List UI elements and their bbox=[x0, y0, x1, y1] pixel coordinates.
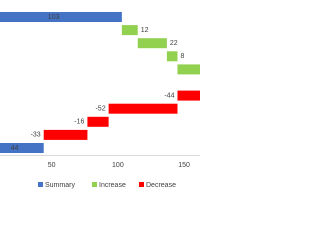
data-label: 12 bbox=[141, 27, 149, 34]
data-label: -44 bbox=[164, 92, 174, 99]
bar bbox=[0, 12, 122, 22]
legend-swatch bbox=[139, 182, 144, 187]
legend-label: Increase bbox=[99, 182, 126, 189]
data-label: 22 bbox=[170, 40, 178, 47]
bar bbox=[121, 25, 138, 36]
data-label: -16 bbox=[74, 119, 84, 126]
x-tick-label: 50 bbox=[48, 162, 56, 169]
bar bbox=[166, 51, 178, 62]
bar bbox=[137, 38, 167, 49]
legend-label: Decrease bbox=[146, 182, 176, 189]
bar bbox=[43, 129, 88, 140]
bar bbox=[177, 64, 200, 75]
x-tick-label: 100 bbox=[112, 162, 124, 169]
bar bbox=[0, 143, 44, 153]
data-label: 103 bbox=[48, 14, 60, 21]
legend-label: Summary bbox=[45, 182, 75, 189]
data-label: -33 bbox=[31, 132, 41, 139]
legend-swatch bbox=[92, 182, 97, 187]
data-label: -52 bbox=[95, 106, 105, 113]
bar bbox=[87, 116, 109, 127]
data-label: 8 bbox=[180, 53, 184, 60]
bar bbox=[177, 90, 200, 101]
data-label: 44 bbox=[11, 145, 19, 152]
x-tick-label: 150 bbox=[178, 162, 190, 169]
axes-legend: 50 100 150 Summary Increase Decrease bbox=[38, 162, 190, 189]
legend-swatch bbox=[38, 182, 43, 187]
bar bbox=[108, 103, 178, 114]
